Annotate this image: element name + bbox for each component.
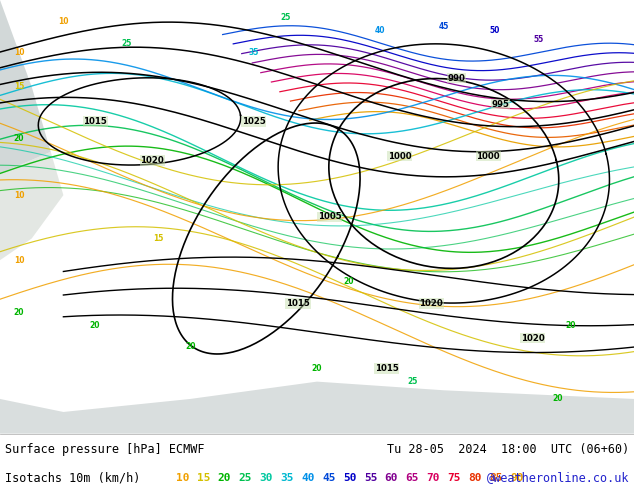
Text: 90: 90 (510, 472, 524, 483)
Text: 1005: 1005 (318, 212, 342, 221)
Text: 1020: 1020 (140, 156, 164, 165)
Text: Surface pressure [hPa] ECMWF: Surface pressure [hPa] ECMWF (5, 443, 205, 456)
Text: 50: 50 (343, 472, 356, 483)
Text: 50: 50 (489, 26, 500, 35)
Text: 1015: 1015 (375, 364, 399, 373)
Text: 45: 45 (439, 22, 449, 30)
Text: 40: 40 (375, 26, 385, 35)
Text: 10: 10 (14, 256, 24, 265)
Text: @weatheronline.co.uk: @weatheronline.co.uk (486, 471, 629, 484)
Text: 1020: 1020 (419, 299, 443, 308)
Text: 25: 25 (238, 472, 252, 483)
Text: 35: 35 (249, 48, 259, 56)
Text: 75: 75 (448, 472, 461, 483)
Text: 25: 25 (280, 13, 290, 22)
Text: 35: 35 (280, 472, 294, 483)
Text: 10: 10 (58, 17, 68, 26)
Text: 20: 20 (566, 321, 576, 330)
Text: Tu 28-05  2024  18:00  UTC (06+60): Tu 28-05 2024 18:00 UTC (06+60) (387, 443, 629, 456)
Text: 20: 20 (553, 394, 563, 403)
Text: 20: 20 (14, 134, 24, 143)
Polygon shape (0, 0, 51, 173)
Text: 20: 20 (217, 472, 231, 483)
Text: 15: 15 (153, 234, 164, 243)
Text: 70: 70 (427, 472, 440, 483)
Text: 40: 40 (301, 472, 314, 483)
Text: 20: 20 (14, 308, 24, 317)
Text: 995: 995 (492, 99, 510, 109)
Text: Isotachs 10m (km/h): Isotachs 10m (km/h) (5, 471, 141, 484)
Text: 45: 45 (322, 472, 335, 483)
Polygon shape (0, 382, 634, 434)
Text: 55: 55 (364, 472, 377, 483)
Text: 60: 60 (385, 472, 398, 483)
Text: 20: 20 (344, 277, 354, 286)
Text: 65: 65 (406, 472, 419, 483)
Text: 1015: 1015 (83, 117, 107, 126)
Text: 20: 20 (185, 343, 195, 351)
Text: 1015: 1015 (286, 299, 310, 308)
Text: 15: 15 (197, 472, 210, 483)
Text: 30: 30 (259, 472, 273, 483)
Text: 1025: 1025 (242, 117, 266, 126)
Text: 25: 25 (122, 39, 132, 48)
Text: 85: 85 (489, 472, 503, 483)
Text: 25: 25 (407, 377, 417, 386)
Text: 10: 10 (14, 191, 24, 199)
Text: 55: 55 (534, 34, 544, 44)
Text: 20: 20 (312, 364, 322, 373)
Text: 1000: 1000 (476, 151, 500, 161)
Polygon shape (0, 152, 63, 260)
Text: 80: 80 (468, 472, 482, 483)
Text: 1020: 1020 (521, 334, 545, 343)
Text: 15: 15 (14, 82, 24, 91)
Text: 10: 10 (176, 472, 190, 483)
Text: 20: 20 (90, 321, 100, 330)
Text: 10: 10 (14, 48, 24, 56)
Text: 990: 990 (448, 74, 465, 82)
Text: 1000: 1000 (387, 151, 411, 161)
